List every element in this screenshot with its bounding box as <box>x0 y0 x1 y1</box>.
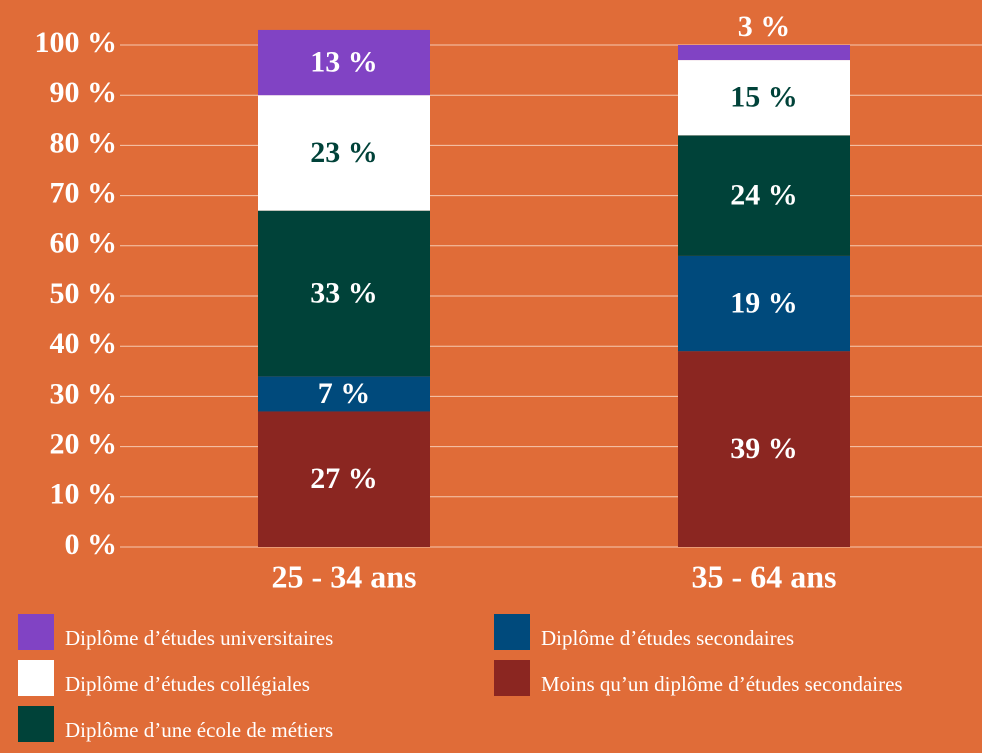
value-label: 33 % <box>310 276 378 309</box>
y-tick-label: 30 % <box>50 377 118 410</box>
value-label: 13 % <box>310 45 378 78</box>
bar-segment <box>678 135 850 256</box>
value-label: 27 % <box>310 462 378 495</box>
y-tick-label: 90 % <box>50 76 118 109</box>
legend-label: Diplôme d’études secondaires <box>541 626 794 650</box>
bar-segment <box>258 95 430 211</box>
y-tick-label: 20 % <box>50 427 118 460</box>
bar-segment <box>678 60 850 136</box>
value-label: 23 % <box>310 136 378 169</box>
legend-label: Diplôme d’études universitaires <box>65 626 333 650</box>
value-label: 3 % <box>738 10 791 43</box>
bar-segment <box>678 45 850 61</box>
y-tick-label: 0 % <box>65 528 118 561</box>
y-tick-label: 40 % <box>50 327 118 360</box>
y-tick-label: 50 % <box>50 277 118 310</box>
bar-segment <box>258 411 430 547</box>
y-tick-label: 80 % <box>50 126 118 159</box>
value-label: 24 % <box>730 178 798 211</box>
value-label: 7 % <box>318 377 371 410</box>
bar-segment <box>678 351 850 547</box>
legend-label: Moins qu’un diplôme d’études secondaires <box>541 672 903 696</box>
value-label: 15 % <box>730 81 798 114</box>
bar-segment <box>258 376 430 412</box>
legend-label: Diplôme d’une école de métiers <box>65 718 333 742</box>
legend-swatch <box>494 660 530 696</box>
y-tick-label: 70 % <box>50 176 118 209</box>
value-label: 39 % <box>730 432 798 465</box>
value-label: 19 % <box>730 286 798 319</box>
bar-segment <box>678 255 850 352</box>
legend-swatch <box>18 706 54 742</box>
x-tick-label: 25 - 34 ans <box>272 558 417 594</box>
bar-segment <box>258 210 430 377</box>
x-tick-label: 35 - 64 ans <box>692 558 837 594</box>
legend-swatch <box>18 614 54 650</box>
bar-segment <box>258 29 430 96</box>
y-tick-label: 100 % <box>35 26 118 59</box>
y-tick-label: 60 % <box>50 227 118 260</box>
legend-swatch <box>494 614 530 650</box>
y-tick-label: 10 % <box>50 478 118 511</box>
legend-swatch <box>18 660 54 696</box>
legend-label: Diplôme d’études collégiales <box>65 672 310 696</box>
